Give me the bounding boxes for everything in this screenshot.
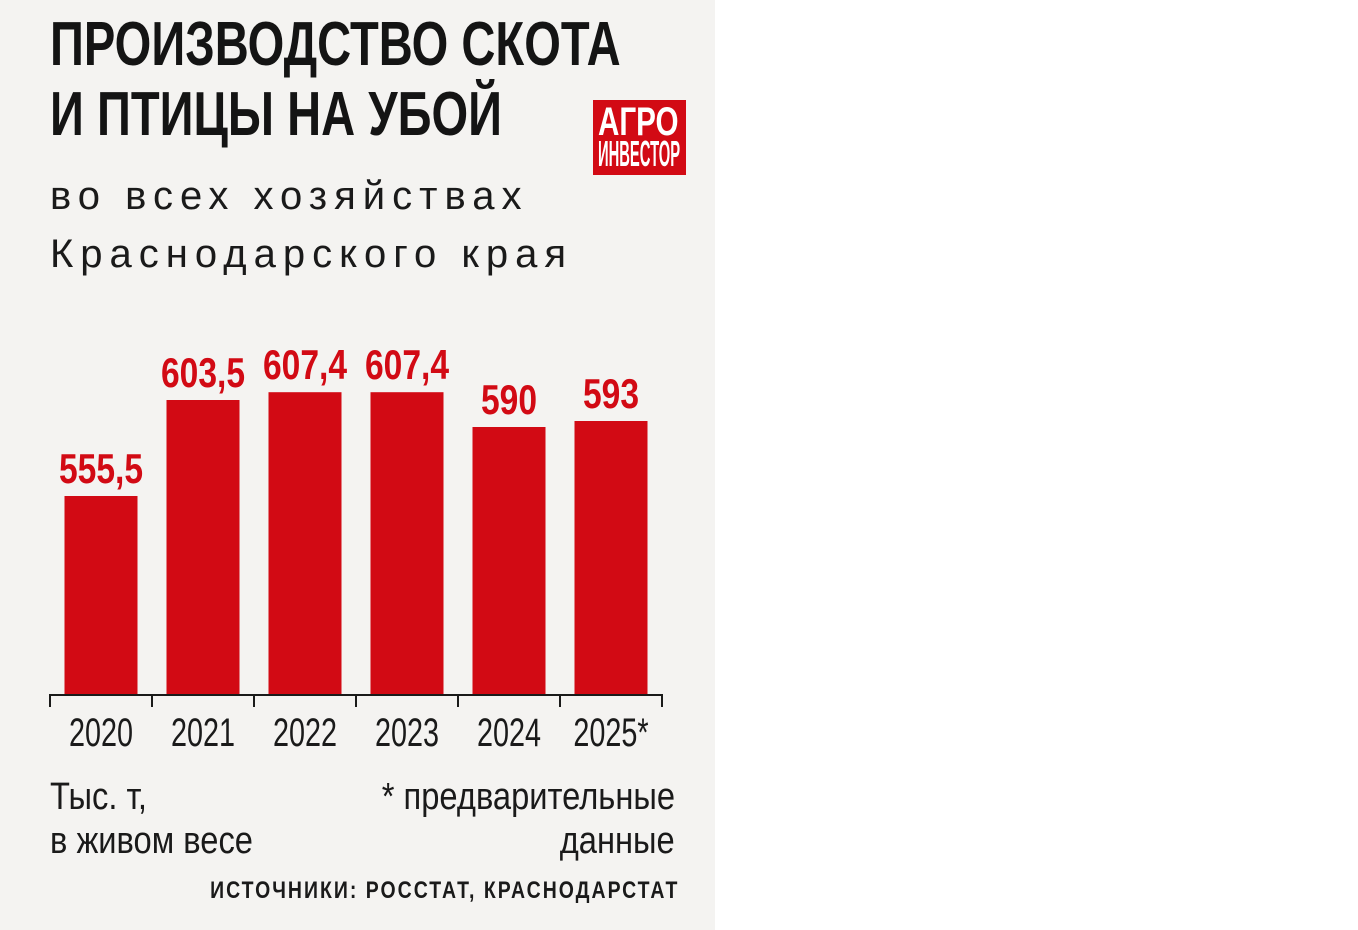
source-note-text: ИСТОЧНИКИ: РОССТАТ, КРАСНОДАРСТАТ — [209, 877, 679, 904]
footnote-line-1: * предварительные — [334, 778, 675, 816]
agroinvestor-logo: АГРО ИНВЕСТОР — [593, 100, 686, 175]
year-label-2024: 2024 — [477, 710, 541, 755]
logo-line-2-text: ИНВЕСТОР — [598, 133, 681, 174]
title-line-2-text: И ПТИЦЫ НА УБОЙ — [50, 80, 502, 149]
logo-line-1: АГРО — [598, 102, 686, 142]
subtitle-line-2: Краснодарского края — [50, 232, 573, 276]
year-label-2025: 2025* — [573, 710, 649, 755]
value-label-2020: 555,5 — [59, 447, 143, 493]
unit-label-line-2-text: в живом весе — [50, 820, 253, 862]
year-label-2023: 2023 — [375, 710, 439, 755]
unit-label-line-1-text: Тыс. т, — [50, 776, 147, 818]
value-label-2021: 603,5 — [161, 351, 245, 397]
unit-label-line-2: в живом весе — [50, 822, 286, 860]
year-label-2022: 2022 — [273, 710, 337, 755]
year-label-2020: 2020 — [69, 710, 133, 755]
year-labels: 2020 2021 2022 2023 2024 2025* — [69, 710, 649, 755]
title-line-1: ПРОИЗВОДСТВО СКОТА — [50, 14, 715, 76]
infographic-panel: 555,5 603,5 607,4 607,4 590 593 2020 2021 2022 20… — [0, 0, 715, 930]
title-line-2: И ПТИЦЫ НА УБОЙ — [50, 84, 645, 146]
value-labels: 555,5 603,5 607,4 607,4 590 593 — [59, 343, 639, 493]
footnote-line-2-text: данные — [559, 820, 675, 862]
bar-2025 — [574, 421, 648, 695]
value-label-2025: 593 — [583, 372, 639, 418]
unit-label-line-1: Тыс. т, — [50, 778, 163, 816]
value-label-2024: 590 — [481, 378, 537, 424]
footnote-line-2: данные — [541, 822, 675, 860]
footnote-line-1-text: * предварительные — [381, 776, 675, 818]
subtitle-line-1: во всех хозяйствах — [50, 174, 529, 218]
source-note: ИСТОЧНИКИ: РОССТАТ, КРАСНОДАРСТАТ — [100, 879, 679, 903]
bars — [64, 392, 648, 695]
bar-2024 — [472, 427, 546, 695]
bar-2020 — [64, 496, 138, 695]
value-label-2023: 607,4 — [365, 343, 449, 389]
title-line-1-text: ПРОИЗВОДСТВО СКОТА — [50, 10, 621, 79]
logo-line-2: ИНВЕСТОР — [598, 136, 686, 172]
logo-line-1-text: АГРО — [598, 100, 679, 144]
x-axis — [49, 694, 663, 707]
bar-2022 — [268, 392, 342, 695]
year-label-2021: 2021 — [171, 710, 235, 755]
value-label-2022: 607,4 — [263, 343, 347, 389]
bar-2021 — [166, 400, 240, 695]
bar-2023 — [370, 392, 444, 695]
